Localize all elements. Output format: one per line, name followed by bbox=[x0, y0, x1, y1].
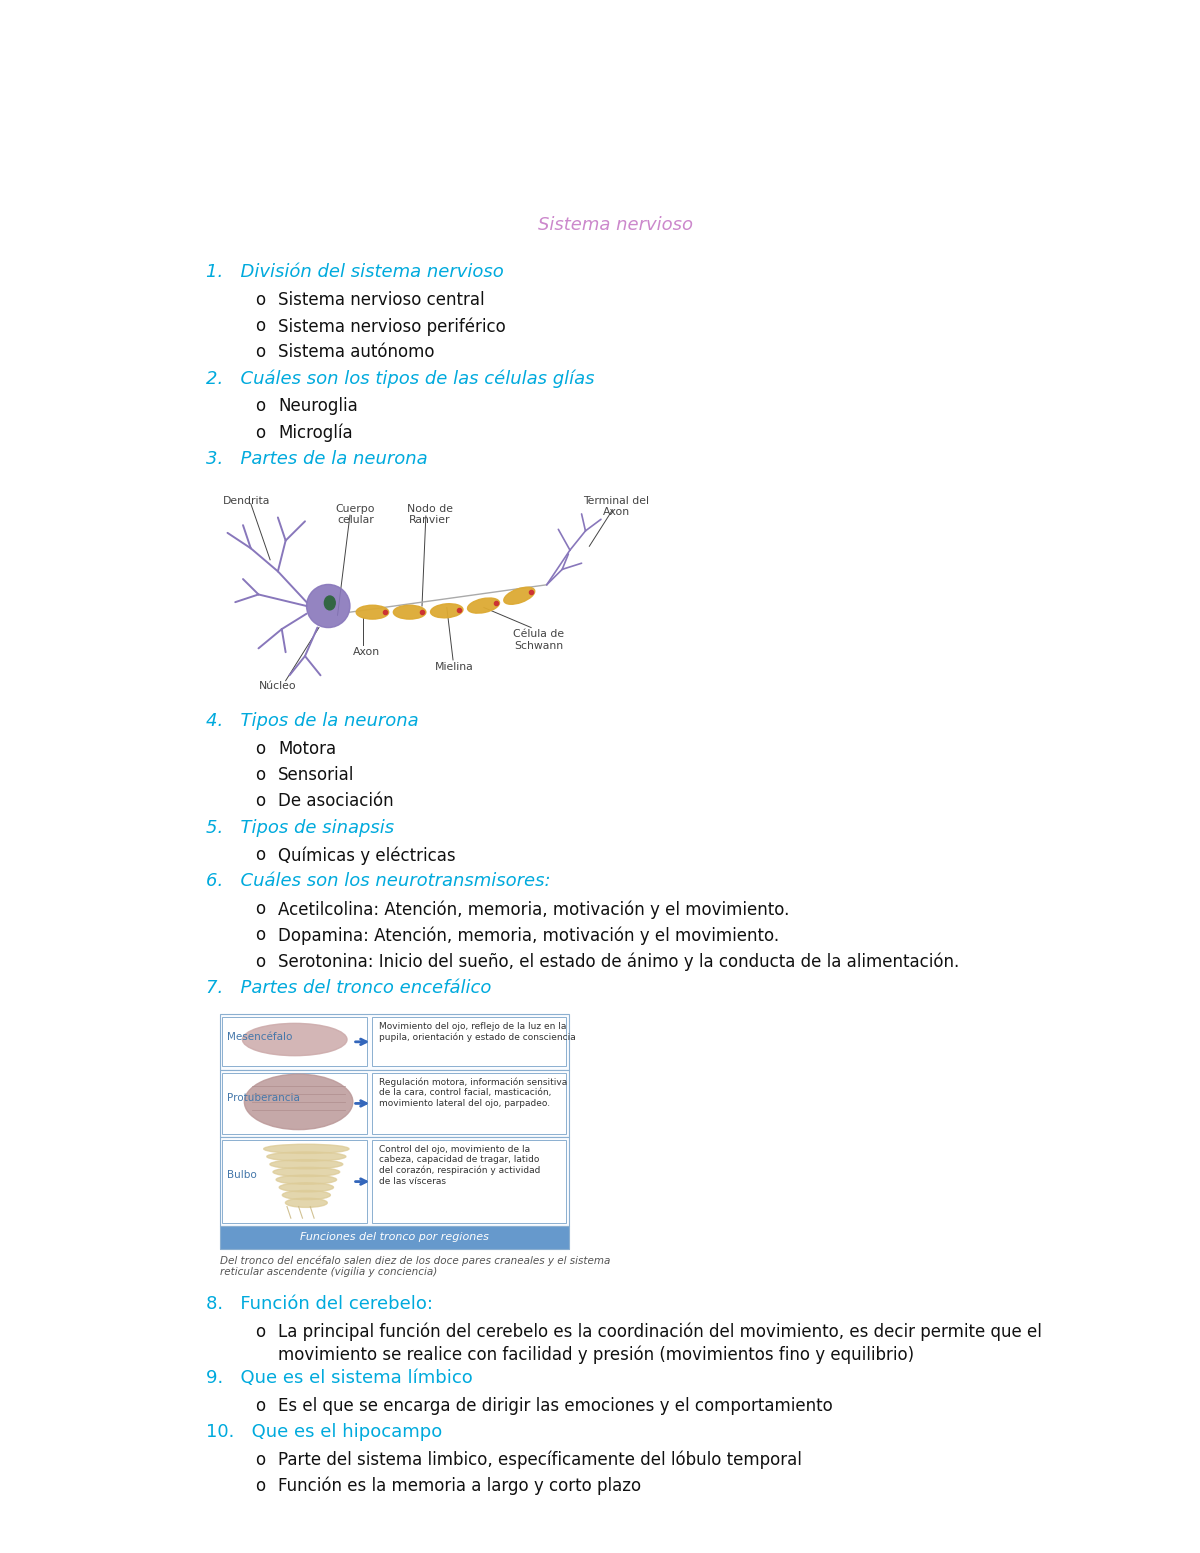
Text: o: o bbox=[254, 792, 265, 811]
Text: o: o bbox=[254, 1396, 265, 1415]
Ellipse shape bbox=[286, 1199, 328, 1207]
Text: Sensorial: Sensorial bbox=[278, 766, 354, 784]
Circle shape bbox=[306, 584, 350, 627]
Text: o: o bbox=[254, 766, 265, 784]
Text: Nodo de
Ranvier: Nodo de Ranvier bbox=[407, 503, 452, 525]
Text: Terminal del
Axon: Terminal del Axon bbox=[583, 495, 649, 517]
Text: Del tronco del encéfalo salen diez de los doce pares craneales y el sistema
reti: Del tronco del encéfalo salen diez de lo… bbox=[220, 1255, 610, 1277]
Text: 1.   División del sistema nervioso: 1. División del sistema nervioso bbox=[206, 264, 504, 281]
Text: o: o bbox=[254, 926, 265, 944]
Ellipse shape bbox=[468, 598, 499, 613]
Text: o: o bbox=[254, 901, 265, 918]
Text: Cuerpo
celular: Cuerpo celular bbox=[336, 503, 376, 525]
Text: 10.   Que es el hipocampo: 10. Que es el hipocampo bbox=[206, 1423, 442, 1441]
Text: Regulación motora, información sensitiva
de la cara, control facial, masticación: Regulación motora, información sensitiva… bbox=[379, 1078, 568, 1107]
Text: Control del ojo, movimiento de la
cabeza, capacidad de tragar, latido
del corazó: Control del ojo, movimiento de la cabeza… bbox=[379, 1145, 540, 1186]
Text: 9.   Que es el sistema límbico: 9. Que es el sistema límbico bbox=[206, 1370, 473, 1387]
Text: Movimiento del ojo, reflejo de la luz en la
pupila, orientación y estado de cons: Movimiento del ojo, reflejo de la luz en… bbox=[379, 1022, 576, 1042]
Ellipse shape bbox=[270, 1160, 343, 1169]
Text: Motora: Motora bbox=[278, 739, 336, 758]
Text: Serotonina: Inicio del sueño, el estado de ánimo y la conducta de la alimentació: Serotonina: Inicio del sueño, el estado … bbox=[278, 952, 959, 971]
Text: Protuberancia: Protuberancia bbox=[228, 1093, 300, 1103]
Text: Sistema nervioso central: Sistema nervioso central bbox=[278, 290, 485, 309]
Text: Bulbo: Bulbo bbox=[228, 1169, 257, 1179]
Text: Sistema nervioso periférico: Sistema nervioso periférico bbox=[278, 317, 505, 335]
Ellipse shape bbox=[431, 604, 463, 618]
Text: o: o bbox=[254, 1477, 265, 1496]
Text: Mielina: Mielina bbox=[436, 662, 474, 672]
Ellipse shape bbox=[356, 606, 389, 620]
Text: 7.   Partes del tronco encefálico: 7. Partes del tronco encefálico bbox=[206, 978, 491, 997]
Text: o: o bbox=[254, 290, 265, 309]
Text: Acetilcolina: Atención, memoria, motivación y el movimiento.: Acetilcolina: Atención, memoria, motivac… bbox=[278, 901, 790, 919]
Text: Sistema nervioso: Sistema nervioso bbox=[538, 216, 692, 233]
FancyBboxPatch shape bbox=[372, 1073, 566, 1134]
Text: o: o bbox=[254, 317, 265, 335]
Text: Mesencéfalo: Mesencéfalo bbox=[228, 1033, 293, 1042]
Ellipse shape bbox=[324, 596, 335, 610]
Text: Dopamina: Atención, memoria, motivación y el movimiento.: Dopamina: Atención, memoria, motivación … bbox=[278, 926, 779, 944]
Text: Núcleo: Núcleo bbox=[259, 680, 296, 691]
Text: o: o bbox=[254, 1323, 265, 1340]
Ellipse shape bbox=[282, 1191, 330, 1199]
FancyBboxPatch shape bbox=[220, 1225, 569, 1249]
Text: La principal función del cerebelo es la coordinación del movimiento, es decir pe: La principal función del cerebelo es la … bbox=[278, 1323, 1042, 1342]
Text: o: o bbox=[254, 398, 265, 415]
Text: Dendrita: Dendrita bbox=[223, 495, 270, 506]
FancyBboxPatch shape bbox=[220, 1070, 569, 1137]
FancyBboxPatch shape bbox=[222, 1073, 367, 1134]
Text: Microglía: Microglía bbox=[278, 424, 353, 443]
FancyBboxPatch shape bbox=[372, 1017, 566, 1067]
Text: De asociación: De asociación bbox=[278, 792, 394, 811]
Text: Axon: Axon bbox=[353, 646, 379, 657]
Text: Célula de
Schwann: Célula de Schwann bbox=[514, 629, 564, 651]
FancyBboxPatch shape bbox=[222, 1017, 367, 1067]
Ellipse shape bbox=[276, 1176, 336, 1185]
Text: Funciones del tronco por regiones: Funciones del tronco por regiones bbox=[300, 1233, 488, 1242]
Ellipse shape bbox=[504, 587, 535, 604]
Ellipse shape bbox=[264, 1145, 349, 1154]
FancyBboxPatch shape bbox=[220, 1137, 569, 1225]
Text: o: o bbox=[254, 1451, 265, 1469]
Text: 6.   Cuáles son los neurotransmisores:: 6. Cuáles son los neurotransmisores: bbox=[206, 873, 551, 890]
Text: Sistema autónomo: Sistema autónomo bbox=[278, 343, 434, 362]
Text: Químicas y eléctricas: Químicas y eléctricas bbox=[278, 846, 456, 865]
Text: 8.   Función del cerebelo:: 8. Función del cerebelo: bbox=[206, 1295, 433, 1314]
Ellipse shape bbox=[394, 606, 426, 620]
Ellipse shape bbox=[242, 1023, 347, 1056]
Text: o: o bbox=[254, 952, 265, 971]
FancyBboxPatch shape bbox=[220, 1014, 569, 1070]
Text: Neuroglia: Neuroglia bbox=[278, 398, 358, 415]
Ellipse shape bbox=[280, 1183, 334, 1193]
Text: Parte del sistema limbico, específicamente del lóbulo temporal: Parte del sistema limbico, específicamen… bbox=[278, 1451, 802, 1469]
Text: o: o bbox=[254, 739, 265, 758]
Text: o: o bbox=[254, 846, 265, 865]
Text: movimiento se realice con facilidad y presión (movimientos fino y equilibrio): movimiento se realice con facilidad y pr… bbox=[278, 1346, 914, 1365]
Ellipse shape bbox=[245, 1075, 353, 1129]
Text: 4.   Tipos de la neurona: 4. Tipos de la neurona bbox=[206, 713, 419, 730]
Text: Es el que se encarga de dirigir las emociones y el comportamiento: Es el que se encarga de dirigir las emoc… bbox=[278, 1396, 833, 1415]
FancyBboxPatch shape bbox=[372, 1140, 566, 1222]
Text: Función es la memoria a largo y corto plazo: Función es la memoria a largo y corto pl… bbox=[278, 1477, 641, 1496]
Ellipse shape bbox=[274, 1168, 340, 1177]
Ellipse shape bbox=[266, 1152, 346, 1162]
Text: 2.   Cuáles son los tipos de las células glías: 2. Cuáles son los tipos de las células g… bbox=[206, 370, 594, 388]
Text: o: o bbox=[254, 424, 265, 441]
FancyBboxPatch shape bbox=[222, 1140, 367, 1222]
Text: 5.   Tipos de sinapsis: 5. Tipos de sinapsis bbox=[206, 818, 394, 837]
Text: o: o bbox=[254, 343, 265, 362]
Text: 3.   Partes de la neurona: 3. Partes de la neurona bbox=[206, 450, 427, 467]
